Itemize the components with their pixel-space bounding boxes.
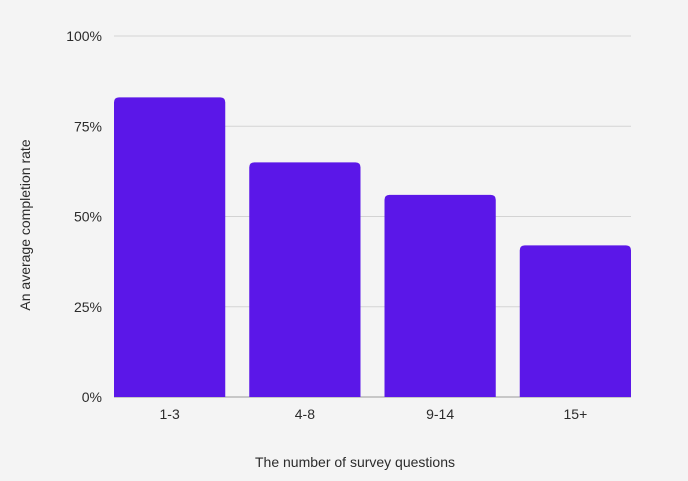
x-tick-label: 4-8 bbox=[295, 406, 315, 422]
bar-4-8 bbox=[249, 162, 361, 397]
x-tick-labels: 1-3 4-8 9-14 15+ bbox=[160, 406, 588, 422]
x-tick-label: 1-3 bbox=[160, 406, 180, 422]
y-tick-label: 0% bbox=[82, 389, 102, 405]
x-tick-label: 9-14 bbox=[426, 406, 454, 422]
x-tick-label: 15+ bbox=[564, 406, 588, 422]
y-axis-title: An average completion rate bbox=[17, 139, 33, 310]
y-tick-label: 50% bbox=[74, 209, 102, 225]
bar-9-14 bbox=[384, 194, 496, 397]
bars bbox=[114, 97, 631, 398]
bar-15+ bbox=[519, 245, 631, 397]
y-tick-label: 100% bbox=[66, 28, 102, 44]
x-axis-title: The number of survey questions bbox=[255, 454, 455, 470]
y-tick-label: 25% bbox=[74, 299, 102, 315]
y-tick-label: 75% bbox=[74, 118, 102, 134]
y-tick-labels: 0% 25% 50% 75% 100% bbox=[66, 28, 102, 405]
bar-1-3 bbox=[114, 97, 226, 398]
